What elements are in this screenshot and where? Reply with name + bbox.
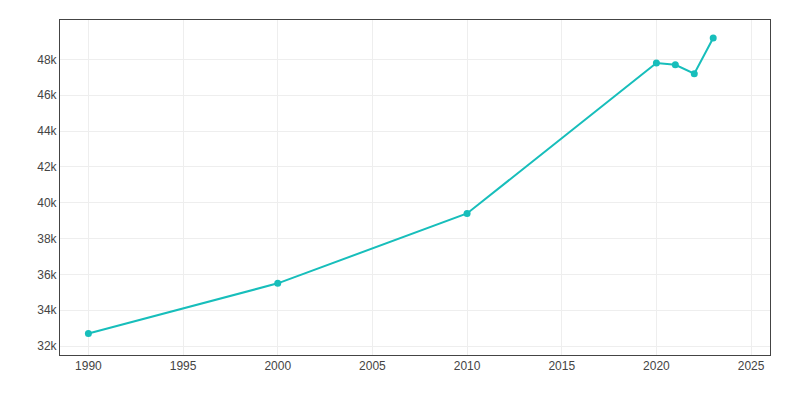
- svg-text:2000: 2000: [264, 359, 291, 373]
- svg-text:40k: 40k: [37, 196, 57, 210]
- svg-text:42k: 42k: [37, 160, 57, 174]
- svg-text:46k: 46k: [37, 88, 57, 102]
- svg-text:2025: 2025: [738, 359, 765, 373]
- svg-text:44k: 44k: [37, 124, 57, 138]
- svg-text:32k: 32k: [37, 339, 57, 353]
- svg-text:2010: 2010: [454, 359, 481, 373]
- svg-text:2005: 2005: [359, 359, 386, 373]
- svg-text:36k: 36k: [37, 268, 57, 282]
- svg-text:48k: 48k: [37, 53, 57, 67]
- svg-text:1990: 1990: [75, 359, 102, 373]
- svg-text:34k: 34k: [37, 303, 57, 317]
- svg-text:2015: 2015: [548, 359, 575, 373]
- svg-text:1995: 1995: [170, 359, 197, 373]
- svg-text:38k: 38k: [37, 232, 57, 246]
- svg-text:2020: 2020: [643, 359, 670, 373]
